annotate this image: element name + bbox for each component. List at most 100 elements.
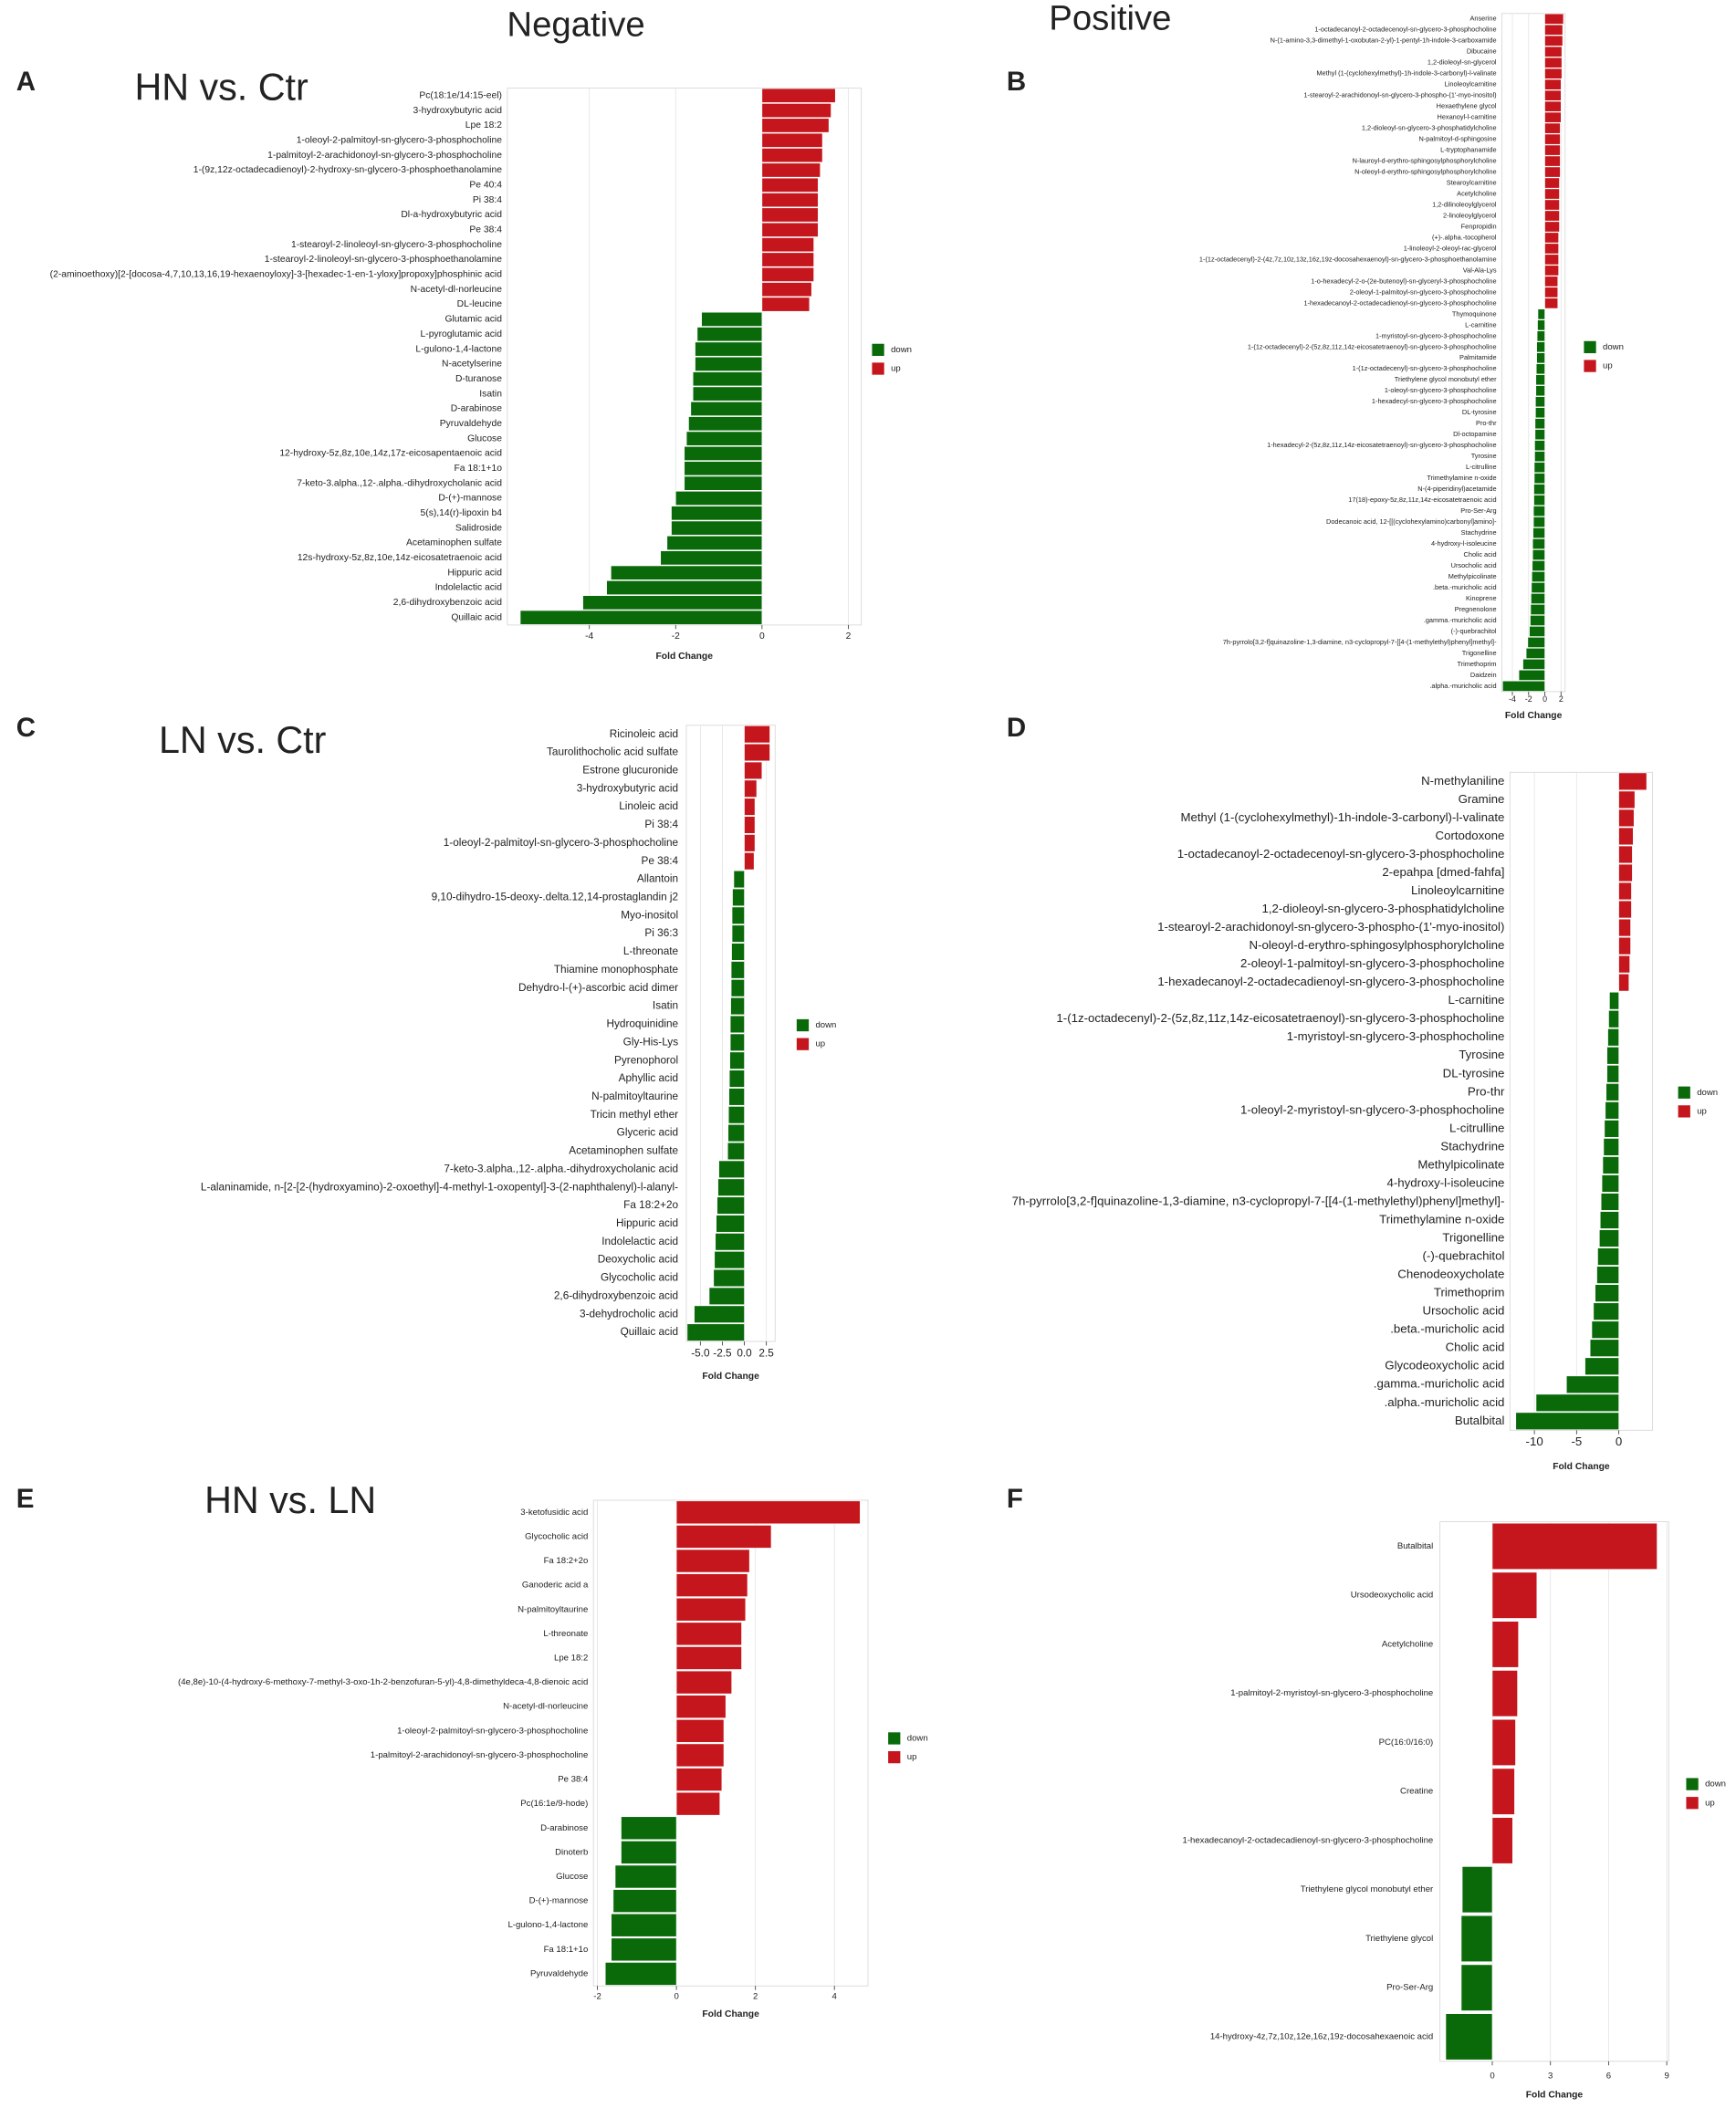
bar [1618, 900, 1632, 919]
bar [761, 297, 810, 312]
bar [744, 779, 758, 798]
y-tick-label: 12-hydroxy-5z,8z,10e,14z,17z-eicosapenta… [279, 449, 502, 459]
plot-frame [1439, 1521, 1669, 2062]
legend-label: up [815, 1039, 825, 1049]
bar [1491, 1522, 1658, 1571]
y-tick-label: (2-aminoethoxy)[2-[docosa-4,7,10,13,16,1… [50, 270, 503, 280]
y-tick-label: 1-(9z,12z-octadecadienoyl)-2-hydroxy-sn-… [193, 165, 502, 175]
y-tick-label: Glyceric acid [617, 1127, 678, 1139]
bar [1604, 1120, 1619, 1138]
bar [1600, 1193, 1619, 1211]
bar [761, 132, 823, 148]
bar [744, 761, 763, 780]
y-tick-label: Fenpropidin [1461, 222, 1497, 230]
y-tick-label: Methylpicolinate [1417, 1157, 1504, 1171]
bar [1532, 506, 1545, 517]
x-tick-label: 2 [1559, 694, 1563, 704]
bar [1491, 1621, 1519, 1668]
bar [1618, 936, 1631, 955]
y-tick-label: Glutamic acid [444, 315, 502, 325]
y-tick-label: (-)-quebrachitol [1423, 1249, 1505, 1263]
bar [716, 1215, 745, 1233]
bar [744, 834, 756, 852]
bar [675, 1622, 742, 1646]
bar [1532, 549, 1545, 560]
x-tick-label: 0 [674, 1992, 678, 2002]
bar [761, 222, 819, 237]
y-tick-label: Trigonelline [1462, 649, 1497, 657]
y-tick-label: Pe 38:4 [641, 855, 678, 867]
y-tick-label: Ricinoleic acid [610, 728, 678, 740]
legend-label: up [891, 364, 901, 374]
bar [1607, 1028, 1619, 1047]
y-tick-label: N-palmitoyl-d-sphingosine [1418, 135, 1496, 143]
bar [1544, 144, 1561, 156]
bar [612, 1889, 677, 1913]
bar [1544, 232, 1559, 244]
bar [684, 475, 763, 491]
y-tick-label: Val-Ala-Lys [1463, 266, 1497, 274]
bar [744, 798, 756, 816]
bar [744, 743, 770, 762]
y-tick-label: Lpe 18:2 [554, 1654, 588, 1664]
bar [708, 1287, 745, 1305]
y-tick-label: Fa 18:1+1o [544, 1945, 589, 1955]
legend-swatch [1686, 1797, 1699, 1810]
bar [1544, 111, 1562, 123]
bar [1534, 418, 1545, 430]
bar [1535, 1393, 1619, 1412]
bar [761, 207, 819, 223]
y-tick-label: Pro-Ser-Arg [1386, 1983, 1433, 1993]
bar [1544, 35, 1563, 47]
y-tick-label: DL-tyrosine [1462, 408, 1497, 416]
chart-title: HN vs. Ctr [134, 67, 309, 109]
y-tick-label: Hexanoyl-l-carnitine [1438, 113, 1497, 121]
y-tick-label: Acetylcholine [1457, 189, 1496, 197]
bar [1606, 1065, 1619, 1083]
y-tick-label: 1-(1z-octadecenyl)-2-(5z,8z,11z,14z-eico… [1056, 1011, 1504, 1025]
y-tick-label: 7-keto-3.alpha.,12-.alpha.-dihydroxychol… [297, 478, 502, 488]
y-tick-label: Dl-octopamine [1453, 430, 1496, 438]
bar [675, 1646, 742, 1670]
x-axis-label: Fold Change [656, 652, 714, 662]
bar [744, 852, 755, 871]
y-tick-label: Ursocholic acid [1451, 561, 1497, 569]
y-tick-label: 1-hexadecanoyl-2-octadecadienoyl-sn-glyc… [1303, 298, 1496, 307]
y-tick-label: 1,2-dioleoyl-sn-glycerol [1427, 58, 1497, 67]
y-tick-label: Pe 38:4 [558, 1775, 589, 1785]
y-tick-label: Linoleoylcarnitine [1445, 80, 1497, 89]
y-tick-label: Pc(18:1e/14:15-eel) [419, 90, 502, 100]
y-tick-label: Glycodeoxycholic acid [1385, 1359, 1504, 1372]
bar [761, 103, 831, 119]
x-tick-label: 0 [759, 631, 765, 642]
y-tick-label: 4-hydroxy-l-isoleucine [1387, 1175, 1505, 1189]
bar [761, 237, 814, 253]
bar [1535, 374, 1545, 386]
y-tick-label: Lpe 18:2 [465, 120, 502, 130]
y-tick-label: 3-hydroxybutyric acid [413, 106, 503, 116]
legend-swatch [796, 1018, 810, 1032]
bar [1530, 604, 1545, 615]
x-tick-label: -4 [585, 631, 593, 642]
y-tick-label: Aphyllic acid [619, 1072, 678, 1084]
y-tick-label: Acetaminophen sulfate [406, 538, 502, 548]
y-tick-label: 7h-pyrrolo[3,2-f]quinazoline-1,3-diamine… [1012, 1194, 1505, 1207]
y-tick-label: Pregnenolone [1455, 605, 1497, 613]
bar [1491, 1768, 1515, 1815]
y-tick-label: Stearoylcarnitine [1447, 178, 1497, 186]
bar [695, 341, 763, 357]
x-tick-label: 9 [1664, 2071, 1668, 2082]
y-tick-label: Cortodoxone [1436, 829, 1505, 842]
y-tick-label: Methyl (1-(cyclohexylmethyl)-1h-indole-3… [1180, 810, 1504, 824]
bar [728, 1088, 745, 1106]
bar [728, 1070, 745, 1088]
bar [686, 1323, 745, 1341]
bar [660, 550, 763, 566]
y-tick-label: Creatine [1400, 1787, 1433, 1797]
y-tick-label: 1-octadecanoyl-2-octadecenoyl-sn-glycero… [1314, 26, 1496, 34]
y-tick-label: N-palmitoyltaurine [591, 1091, 678, 1102]
bar [1565, 1375, 1619, 1393]
y-tick-label: Tricin methyl ether [591, 1109, 679, 1121]
